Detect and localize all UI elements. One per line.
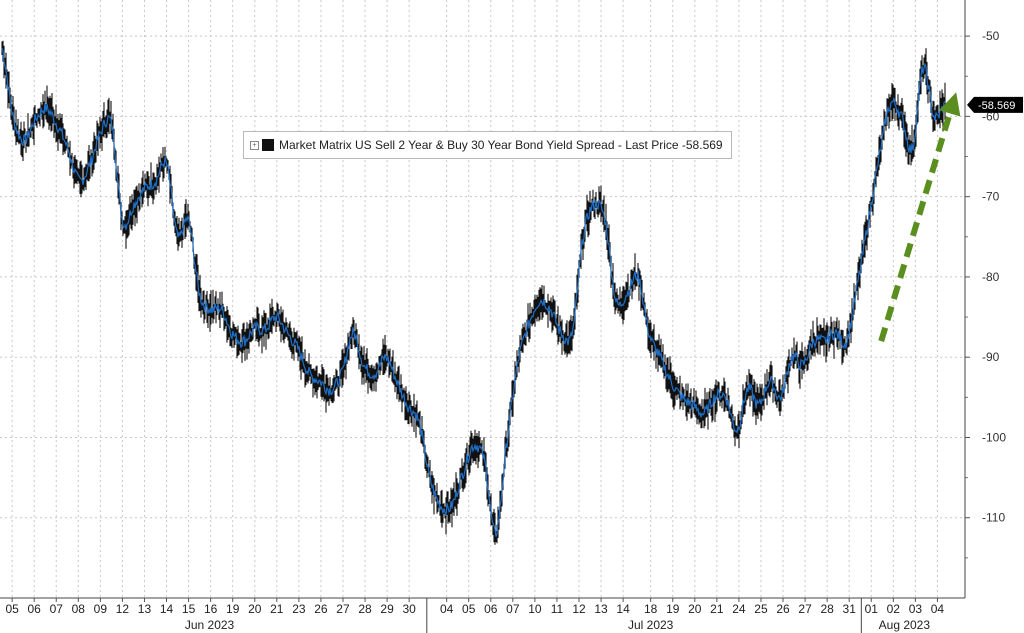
trend-arrow-head	[939, 92, 961, 117]
x-tick-label: 04	[931, 602, 945, 616]
y-tick-label: -90	[982, 350, 1000, 364]
x-tick-label: 24	[732, 602, 746, 616]
y-tick-label: -100	[982, 430, 1006, 444]
x-tick-label: 27	[336, 602, 350, 616]
x-tick-label: 11	[551, 602, 564, 616]
x-tick-label: 12	[116, 602, 130, 616]
chart-gridlines	[0, 0, 965, 598]
month-label: Jul 2023	[628, 618, 674, 632]
price-line	[1, 48, 946, 537]
x-tick-label: 02	[887, 602, 901, 616]
x-tick-label: 03	[909, 602, 923, 616]
x-tick-label: 15	[182, 602, 196, 616]
x-tick-label: 07	[50, 602, 64, 616]
x-tick-label: 28	[358, 602, 372, 616]
x-tick-label: 06	[28, 602, 42, 616]
x-tick-label: 26	[314, 602, 328, 616]
y-tick-label: -70	[982, 190, 1000, 204]
y-tick-label: -50	[982, 29, 1000, 43]
x-tick-label: 10	[528, 602, 542, 616]
x-tick-label: 25	[754, 602, 768, 616]
x-tick-label: 30	[402, 602, 416, 616]
y-tick-label: -80	[982, 270, 1000, 284]
x-tick-label: 27	[798, 602, 812, 616]
legend-swatch	[262, 139, 274, 151]
x-tick-label: 12	[572, 602, 586, 616]
x-tick-label: 06	[484, 602, 498, 616]
x-tick-label: 09	[94, 602, 108, 616]
x-tick-label: 21	[710, 602, 724, 616]
x-tick-label: 14	[160, 602, 174, 616]
x-tick-label: 13	[138, 602, 152, 616]
x-tick-label: 26	[776, 602, 790, 616]
last-price-marker	[967, 96, 1023, 113]
trend-arrow-shaft	[878, 112, 953, 343]
price-range-bars	[1, 40, 946, 545]
x-tick-label: 05	[462, 602, 476, 616]
x-tick-label: 20	[688, 602, 702, 616]
x-tick-label: 08	[72, 602, 86, 616]
legend-text: Market Matrix US Sell 2 Year & Buy 30 Ye…	[279, 138, 723, 152]
chart-legend: + Market Matrix US Sell 2 Year & Buy 30 …	[243, 131, 732, 159]
x-tick-label: 07	[506, 602, 520, 616]
x-tick-label: 29	[380, 602, 394, 616]
x-tick-label: 31	[843, 602, 857, 616]
legend-toggle-icon[interactable]: +	[250, 140, 259, 150]
x-tick-label: 01	[865, 602, 879, 616]
x-tick-label: 14	[616, 602, 630, 616]
spread-series	[1, 40, 946, 545]
x-tick-label: 28	[820, 602, 834, 616]
last-price-label: -58.569	[978, 100, 1015, 112]
month-label: Jun 2023	[185, 618, 235, 632]
y-tick-label: -110	[982, 511, 1005, 525]
x-tick-label: 20	[248, 602, 262, 616]
x-tick-label: 19	[226, 602, 240, 616]
x-tick-label: 21	[270, 602, 284, 616]
x-tick-label: 19	[666, 602, 680, 616]
x-tick-label: 13	[594, 602, 608, 616]
month-label: Aug 2023	[879, 618, 931, 632]
x-tick-label: 05	[5, 602, 19, 616]
trend-arrow	[878, 92, 961, 343]
x-tick-label: 04	[440, 602, 454, 616]
x-tick-label: 16	[204, 602, 218, 616]
x-tick-label: 18	[644, 602, 658, 616]
x-tick-label: 23	[292, 602, 306, 616]
